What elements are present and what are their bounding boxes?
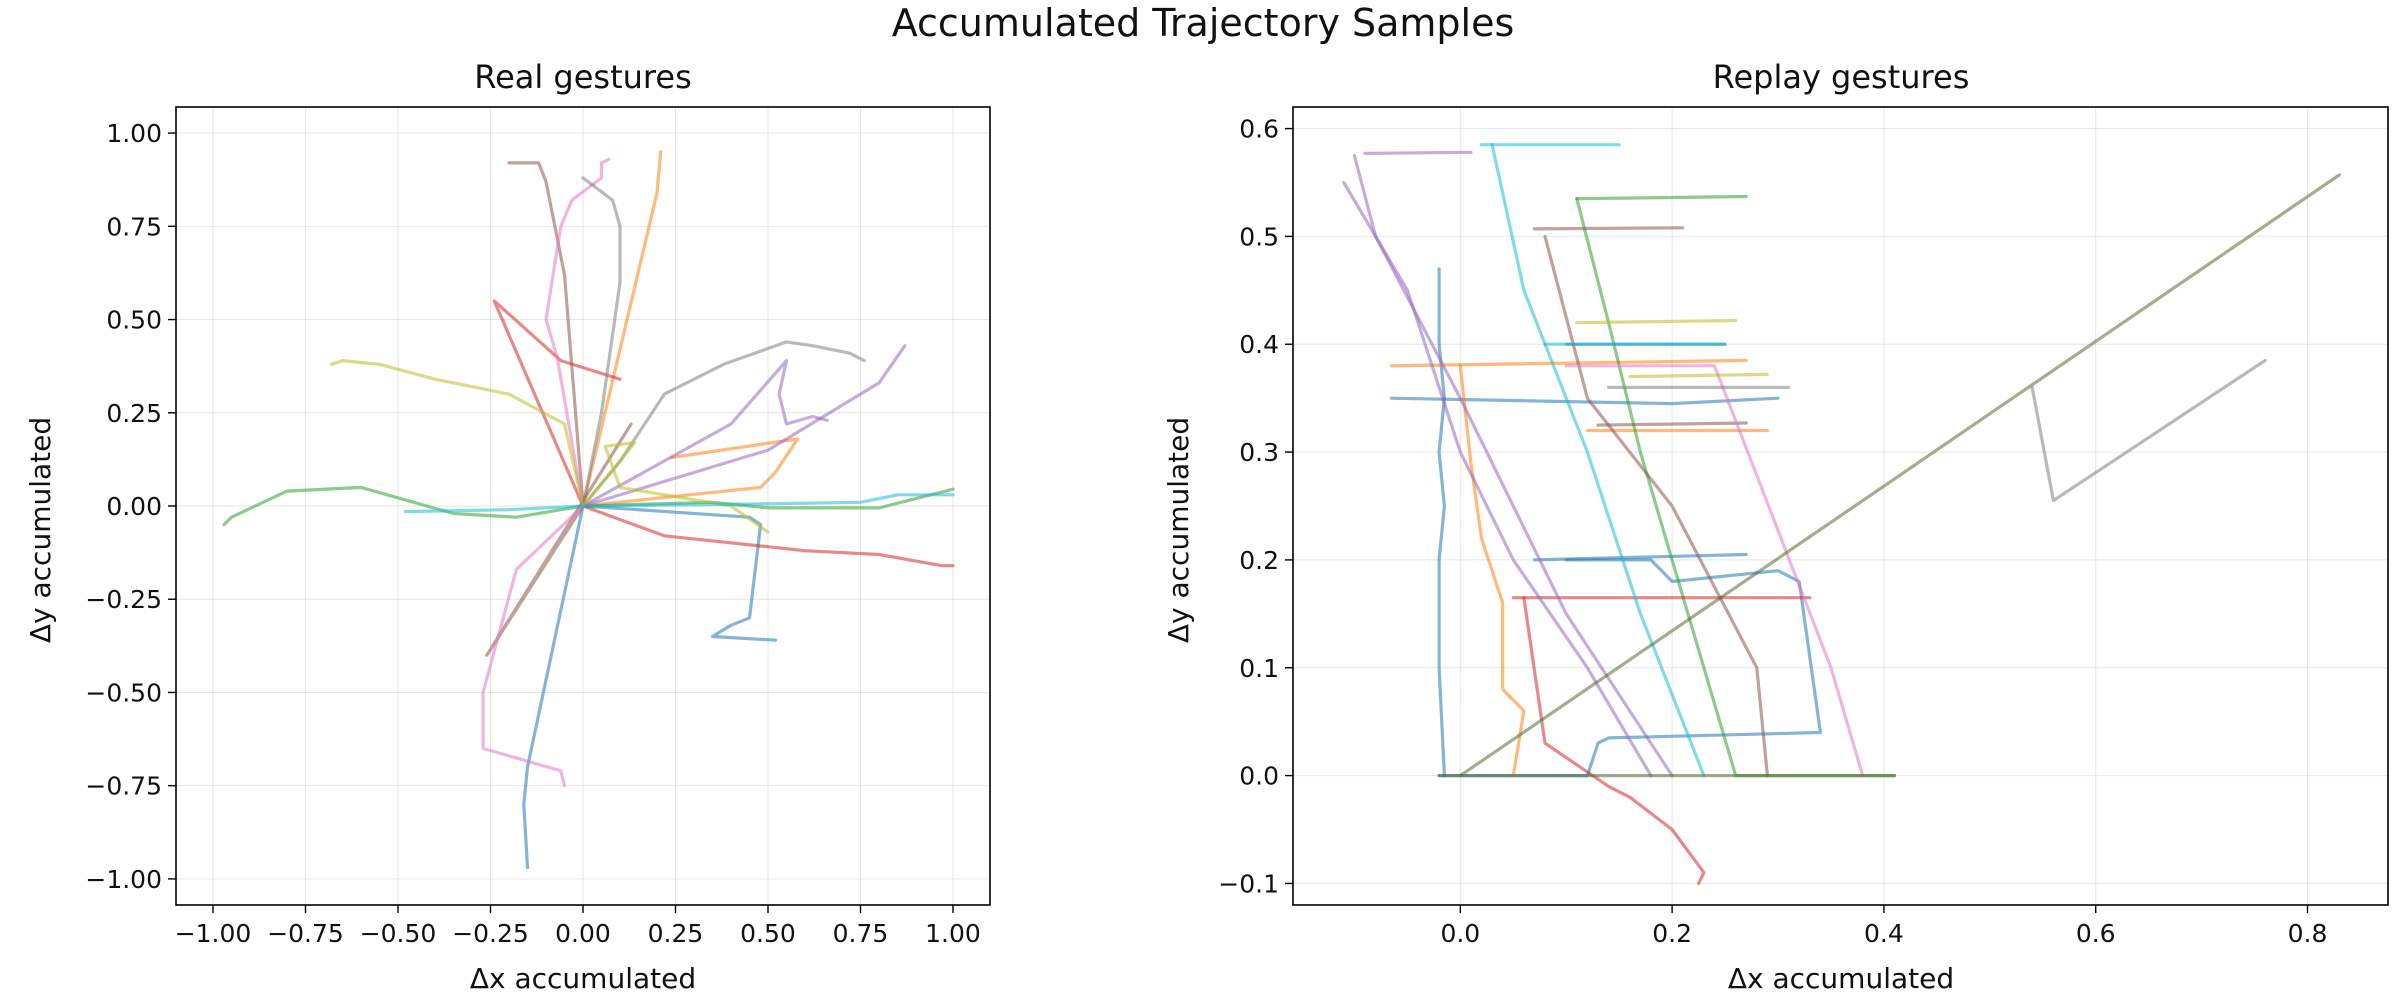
replay-trajectory-23 bbox=[1628, 372, 1770, 379]
real-gestures-panel: Real gestures Δx accumulated Δy accumula… bbox=[24, 58, 991, 995]
replay-trajectory-9 bbox=[1575, 194, 1748, 201]
real-trajectory-9 bbox=[581, 359, 829, 508]
replay-y-tick-label: 0.5 bbox=[1239, 222, 1279, 251]
real-gestures-x-axis-label: Δx accumulated bbox=[470, 962, 696, 995]
replay-y-tick-label: 0.4 bbox=[1239, 330, 1279, 359]
replay-y-tick-label: 0.6 bbox=[1239, 115, 1279, 144]
real-x-tick-label: −0.75 bbox=[267, 919, 344, 948]
replay-y-tick-label: 0.3 bbox=[1239, 438, 1279, 467]
real-y-tick-label: −0.25 bbox=[85, 585, 162, 614]
replay-trajectory-7 bbox=[1458, 364, 1526, 778]
figure-title: Accumulated Trajectory Samples bbox=[892, 1, 1515, 45]
replay-trajectory-1 bbox=[1437, 267, 1447, 778]
replay-x-tick-label: 0.8 bbox=[2288, 919, 2328, 948]
real-y-tick-label: 1.00 bbox=[106, 119, 162, 148]
replay-ticks: 0.0 0.2 0.4 0.6 0.8 −0.1 0.0 0.1 0.2 0.3 0.4 0.5 0.6 bbox=[1218, 115, 2327, 948]
replay-plot-frame bbox=[1292, 106, 2389, 906]
replay-y-tick-label: −0.1 bbox=[1218, 869, 1279, 898]
replay-trajectory-13 bbox=[1363, 150, 1473, 155]
replay-x-tick-label: 0.6 bbox=[2076, 919, 2116, 948]
real-y-tick-label: 0.75 bbox=[106, 212, 162, 241]
replay-gestures-title: Replay gestures bbox=[1713, 58, 1970, 96]
real-x-tick-label: −0.25 bbox=[452, 919, 529, 948]
real-y-tick-label: −1.00 bbox=[85, 865, 162, 894]
replay-trajectory-25 bbox=[1490, 143, 1706, 778]
replay-trajectory-6 bbox=[1389, 358, 1748, 368]
real-trajectory-3 bbox=[581, 150, 663, 508]
real-trajectory-19 bbox=[403, 504, 585, 514]
real-trajectory-5 bbox=[222, 485, 585, 527]
replay-gestures-y-axis-label: Δy accumulated bbox=[1162, 417, 1195, 643]
real-trajectory-4 bbox=[581, 437, 800, 508]
replay-trajectory-10 bbox=[1575, 197, 1897, 778]
real-trajectories bbox=[222, 150, 955, 870]
replay-trajectory-27 bbox=[1458, 173, 2341, 778]
real-trajectory-16 bbox=[581, 176, 622, 508]
replay-trajectory-12 bbox=[1522, 596, 1706, 886]
replay-x-tick-label: 0.0 bbox=[1440, 919, 1480, 948]
real-trajectory-8 bbox=[581, 504, 955, 568]
replay-x-tick-label: 0.4 bbox=[1864, 919, 1904, 948]
real-trajectory-14 bbox=[481, 504, 585, 788]
real-gestures-title: Real gestures bbox=[474, 58, 691, 96]
real-trajectory-13 bbox=[544, 157, 611, 508]
real-trajectory-20 bbox=[581, 493, 955, 508]
real-trajectory-2 bbox=[581, 504, 778, 642]
replay-gestures-panel: Replay gestures Δx accumulated Δy accumu… bbox=[1162, 58, 2389, 995]
replay-trajectory-20 bbox=[2030, 358, 2267, 503]
replay-y-tick-label: 0.2 bbox=[1239, 546, 1279, 575]
replay-trajectory-22 bbox=[1575, 318, 1738, 325]
real-x-tick-label: 0.50 bbox=[740, 919, 796, 948]
replay-trajectory-16 bbox=[1532, 226, 1685, 231]
real-y-tick-label: 0.25 bbox=[106, 399, 162, 428]
replay-trajectories bbox=[1342, 143, 2341, 886]
real-x-tick-label: 0.00 bbox=[555, 919, 611, 948]
real-x-tick-label: 0.75 bbox=[833, 919, 889, 948]
real-y-tick-label: 0.00 bbox=[106, 492, 162, 521]
real-trajectory-17 bbox=[329, 359, 585, 508]
real-trajectory-11 bbox=[507, 161, 585, 508]
real-x-tick-label: −1.00 bbox=[175, 919, 252, 948]
real-trajectory-10 bbox=[581, 344, 907, 508]
real-trajectory-1 bbox=[522, 504, 585, 870]
replay-trajectory-4 bbox=[1437, 558, 1823, 778]
real-trajectory-7 bbox=[492, 299, 622, 508]
real-x-tick-label: 0.25 bbox=[648, 919, 704, 948]
real-x-tick-label: −0.50 bbox=[360, 919, 437, 948]
replay-trajectory-14 bbox=[1342, 180, 1653, 778]
replay-trajectory-18 bbox=[1596, 421, 1748, 427]
replay-gestures-x-axis-label: Δx accumulated bbox=[1728, 962, 1954, 995]
real-x-tick-label: 1.00 bbox=[925, 919, 981, 948]
real-y-tick-label: 0.50 bbox=[106, 306, 162, 335]
real-gestures-y-axis-label: Δy accumulated bbox=[24, 417, 57, 643]
real-y-tick-label: −0.50 bbox=[85, 678, 162, 707]
replay-y-tick-label: 0.0 bbox=[1239, 762, 1279, 791]
replay-trajectory-15 bbox=[1352, 153, 1674, 778]
real-ticks: −1.00 −0.75 −0.50 −0.25 0.00 0.25 0.50 0.75 1.00… bbox=[85, 119, 980, 948]
real-y-tick-label: −0.75 bbox=[85, 772, 162, 801]
replay-grid bbox=[1293, 107, 2388, 905]
replay-trajectory-2 bbox=[1389, 396, 1780, 406]
real-trajectory-18 bbox=[581, 441, 770, 534]
replay-trajectory-19 bbox=[1564, 364, 1865, 778]
replay-y-tick-label: 0.1 bbox=[1239, 654, 1279, 683]
replay-x-tick-label: 0.2 bbox=[1652, 919, 1692, 948]
